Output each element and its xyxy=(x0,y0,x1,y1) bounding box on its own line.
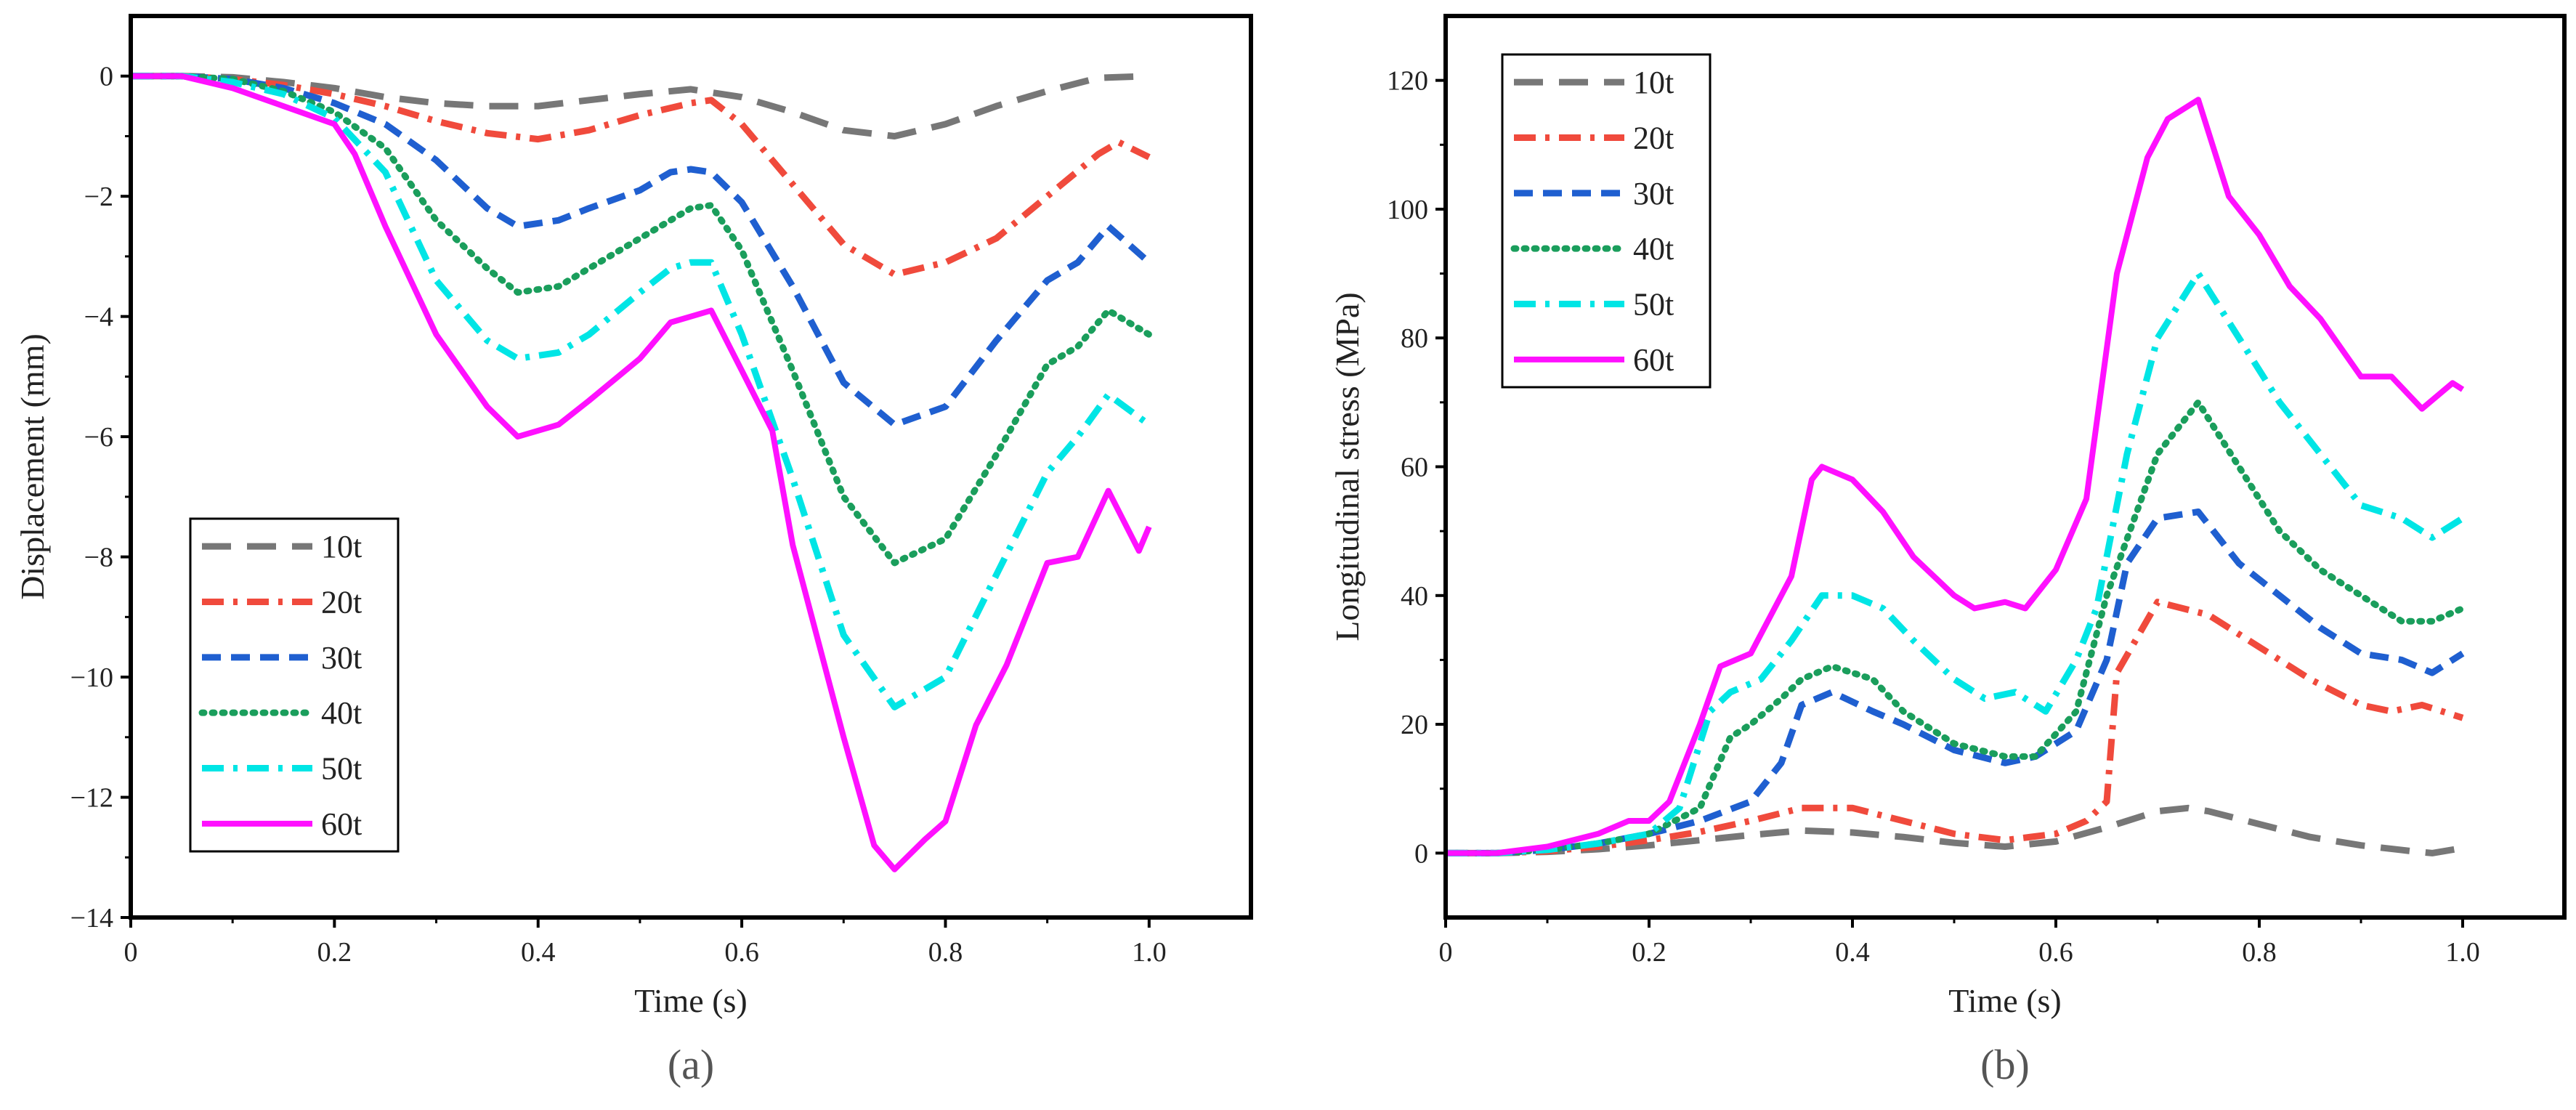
legend-label-40t: 40t xyxy=(1633,231,1674,267)
series-line-40t xyxy=(1446,399,2466,856)
chart-panel-a: 0 0.2 0.4 0.6 0.8 1.0 0 −2 −4 −6 −8 −10 −12 −14 Time (… xyxy=(14,14,1253,1088)
y-tick-label: 20 xyxy=(1401,710,1428,740)
series-line-20t xyxy=(131,73,1151,278)
x-tick-label: 0 xyxy=(1439,937,1453,968)
y-tick-label: −12 xyxy=(70,783,113,814)
x-tick-label: 0.8 xyxy=(928,937,963,968)
legend-label-60t: 60t xyxy=(1633,342,1674,378)
y-tick-label: 120 xyxy=(1387,66,1428,97)
x-tick-label: 0.6 xyxy=(2038,937,2073,968)
y-tick-label: 0 xyxy=(100,62,113,92)
legend-label-30t: 30t xyxy=(1633,176,1674,211)
plot-frame xyxy=(129,14,1253,920)
x-tick-label: 0.4 xyxy=(1835,937,1870,968)
x-tick-label: 0.2 xyxy=(1632,937,1666,968)
panel-label: (b) xyxy=(1980,1041,2030,1088)
legend-box xyxy=(189,517,400,853)
y-tick-label: −2 xyxy=(84,182,113,212)
y-tick-label: −8 xyxy=(84,543,113,573)
legend: 10t 20t 30t 40t 50t 60t xyxy=(189,517,400,853)
series-line-60t xyxy=(131,73,1152,872)
x-tick-label: 0.6 xyxy=(724,937,759,968)
y-tick-label: 40 xyxy=(1401,581,1428,612)
series-line-40t xyxy=(131,73,1153,567)
series-line-50t xyxy=(131,73,1151,710)
legend-label-30t: 30t xyxy=(321,640,362,676)
x-axis-title: Time (s) xyxy=(1948,982,2062,1019)
legend-label-50t: 50t xyxy=(1633,287,1674,323)
x-tick-label: 0.2 xyxy=(317,937,352,968)
x-tick-label: 0.8 xyxy=(2242,937,2277,968)
y-tick-label: 60 xyxy=(1401,453,1428,483)
series-line-50t xyxy=(1446,270,2465,856)
series-group xyxy=(131,73,1153,872)
series-line-10t xyxy=(131,73,1149,139)
x-tick-label: 0 xyxy=(124,937,138,968)
y-axis-title: Displacement (mm) xyxy=(14,333,51,600)
legend-label-50t: 50t xyxy=(321,751,362,787)
y-axis-title: Longitudinal stress (MPa) xyxy=(1329,292,1366,641)
legend-label-20t: 20t xyxy=(321,585,362,620)
y-tick-label: 80 xyxy=(1401,323,1428,354)
legend-label-20t: 20t xyxy=(1633,121,1674,156)
series-group xyxy=(1446,97,2466,856)
y-tick-label: −6 xyxy=(84,422,113,453)
legend-label-60t: 60t xyxy=(321,806,362,842)
y-tick-label: −10 xyxy=(70,663,113,693)
x-axis-title: Time (s) xyxy=(634,982,748,1019)
panel-label: (a) xyxy=(668,1041,714,1088)
series-line-10t xyxy=(1446,804,2463,856)
legend-label-40t: 40t xyxy=(321,695,362,731)
x-tick-label: 0.4 xyxy=(521,937,556,968)
legend-label-10t: 10t xyxy=(1633,65,1674,100)
series-line-30t xyxy=(1446,509,2465,856)
series-line-30t xyxy=(131,73,1151,429)
y-tick-label: −4 xyxy=(84,302,113,333)
legend-box xyxy=(1501,53,1712,389)
series-line-20t xyxy=(1446,599,2464,856)
series-line-60t xyxy=(1446,97,2465,856)
legend-label-10t: 10t xyxy=(321,529,362,564)
x-tick-label: 1.0 xyxy=(1132,937,1167,968)
chart-panel-b: 0 0.2 0.4 0.6 0.8 1.0 0 20 40 60 80 100 120 Time (s) L… xyxy=(1329,14,2567,1088)
x-tick-label: 1.0 xyxy=(2445,937,2480,968)
y-tick-label: 0 xyxy=(1414,838,1428,869)
legend: 10t 20t 30t 40t 50t 60t xyxy=(1501,53,1712,389)
y-tick-label: 100 xyxy=(1387,195,1428,225)
y-tick-label: −14 xyxy=(70,903,113,933)
